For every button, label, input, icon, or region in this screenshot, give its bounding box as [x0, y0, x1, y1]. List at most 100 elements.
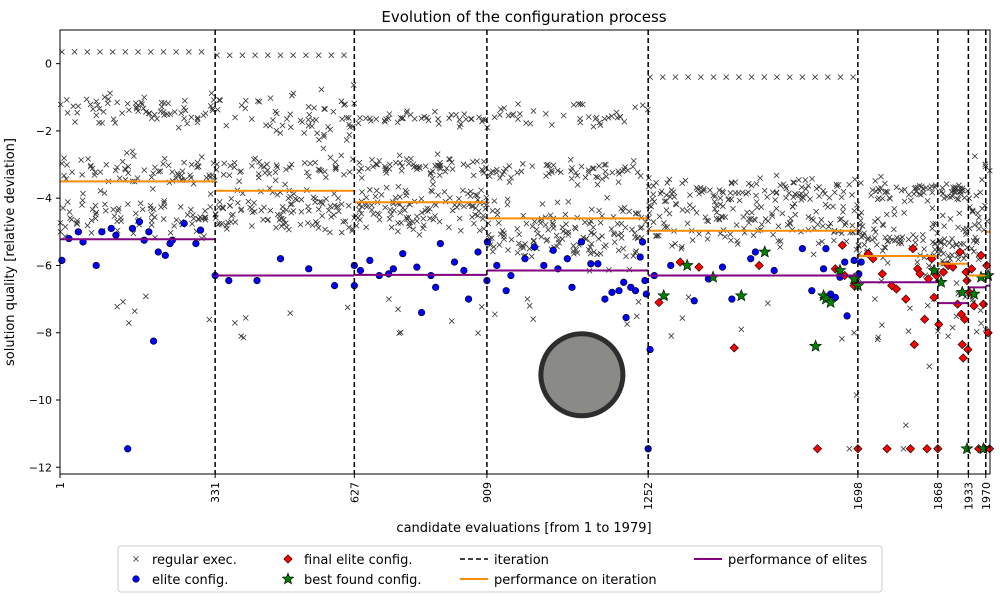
regular-exec-point: [890, 226, 897, 233]
regular-exec-point: [978, 320, 984, 327]
regular-exec-point: [267, 95, 274, 101]
regular-exec-point: [921, 246, 928, 252]
regular-exec-point: [430, 181, 436, 188]
regular-exec-point: [327, 203, 334, 210]
regular-exec-point: [363, 224, 370, 231]
regular-exec-point: [189, 212, 196, 218]
regular-exec-point: [357, 216, 363, 223]
regular-exec-point: [833, 181, 840, 188]
regular-exec-point: [249, 163, 255, 169]
regular-exec-point: [476, 227, 483, 234]
regular-exec-point: [949, 324, 956, 331]
regular-exec-point: [112, 167, 119, 174]
regular-exec-point: [917, 191, 924, 198]
regular-exec-point: [448, 318, 455, 324]
regular-exec-point: [502, 165, 509, 172]
regular-exec-point: [704, 236, 711, 242]
regular-exec-point: [957, 191, 964, 198]
regular-exec-point: [80, 190, 86, 197]
final-elite-config-point: [962, 275, 972, 286]
regular-exec-point: [515, 116, 521, 122]
regular-exec-point: [489, 168, 496, 175]
regular-exec-point: [972, 234, 979, 241]
y-tick-label: 0: [45, 58, 52, 71]
regular-exec-point: [93, 112, 100, 119]
regular-exec-point: [630, 157, 637, 164]
regular-exec-point: [545, 226, 552, 233]
regular-exec-point: [305, 207, 312, 214]
regular-exec-point: [486, 173, 493, 180]
regular-exec-point: [239, 52, 246, 59]
regular-exec-point: [884, 260, 891, 266]
regular-exec-point: [649, 196, 656, 202]
regular-exec-point: [461, 111, 468, 118]
regular-exec-point: [879, 195, 886, 202]
elite-config-point: [399, 250, 407, 258]
regular-exec-point: [292, 195, 299, 202]
elite-config-point: [124, 445, 132, 453]
regular-exec-point: [116, 175, 123, 182]
regular-exec-point: [325, 207, 332, 214]
regular-exec-point: [824, 74, 831, 80]
regular-exec-point: [358, 175, 365, 181]
regular-exec-point: [378, 191, 385, 198]
elite-config-point: [587, 260, 595, 268]
regular-exec-point: [874, 336, 881, 343]
regular-exec-point: [365, 165, 371, 172]
regular-exec-point: [434, 151, 441, 158]
elite-config-point: [751, 248, 759, 256]
regular-exec-point: [69, 169, 75, 175]
regular-exec-point: [175, 171, 182, 178]
regular-exec-point: [97, 48, 103, 55]
regular-exec-point: [632, 250, 639, 256]
regular-exec-point: [962, 252, 969, 259]
regular-exec-point: [590, 123, 597, 130]
x-tick-label: 1970: [980, 482, 993, 510]
regular-exec-point: [490, 243, 497, 250]
regular-exec-point: [491, 198, 498, 204]
regular-exec-point: [161, 112, 168, 118]
regular-exec-point: [601, 115, 608, 122]
regular-exec-point: [388, 211, 394, 218]
regular-exec-point: [615, 179, 622, 185]
best-found-config-point: [758, 245, 772, 258]
regular-exec-point: [216, 198, 223, 205]
regular-exec-point: [550, 221, 557, 228]
regular-exec-point: [111, 213, 118, 220]
regular-exec-point: [882, 188, 889, 195]
regular-exec-point: [480, 225, 487, 232]
regular-exec-point: [716, 216, 723, 223]
regular-exec-point: [322, 226, 328, 233]
regular-exec-point: [773, 205, 780, 212]
regular-exec-point: [769, 213, 776, 219]
regular-exec-point: [316, 136, 322, 143]
regular-exec-point: [341, 171, 347, 178]
regular-exec-point: [812, 74, 818, 80]
regular-exec-point: [165, 162, 172, 169]
legend-label: performance on iteration: [494, 573, 657, 588]
regular-exec-point: [802, 177, 809, 183]
regular-exec-point: [474, 192, 481, 199]
regular-exec-point: [803, 186, 809, 192]
regular-exec-point: [182, 107, 189, 114]
regular-exec-point: [207, 191, 214, 197]
regular-exec-point: [901, 186, 908, 193]
regular-exec-point: [139, 101, 145, 108]
regular-exec-point: [397, 115, 404, 121]
regular-exec-point: [207, 103, 214, 109]
regular-exec-point: [702, 214, 709, 221]
regular-exec-point: [728, 196, 735, 203]
regular-exec-point: [583, 235, 590, 242]
regular-exec-point: [403, 110, 410, 117]
regular-exec-point: [279, 203, 286, 210]
performance-of-elites-lines: [60, 238, 990, 305]
regular-exec-point: [297, 221, 304, 228]
regular-exec-point: [395, 183, 402, 190]
regular-exec-point: [220, 205, 226, 212]
regular-exec-point: [248, 116, 255, 122]
final-elite-config-point: [976, 250, 986, 260]
regular-exec-point: [282, 181, 289, 188]
elite-config-point: [464, 295, 473, 303]
regular-exec-point: [110, 116, 117, 123]
regular-exec-point: [97, 169, 104, 175]
